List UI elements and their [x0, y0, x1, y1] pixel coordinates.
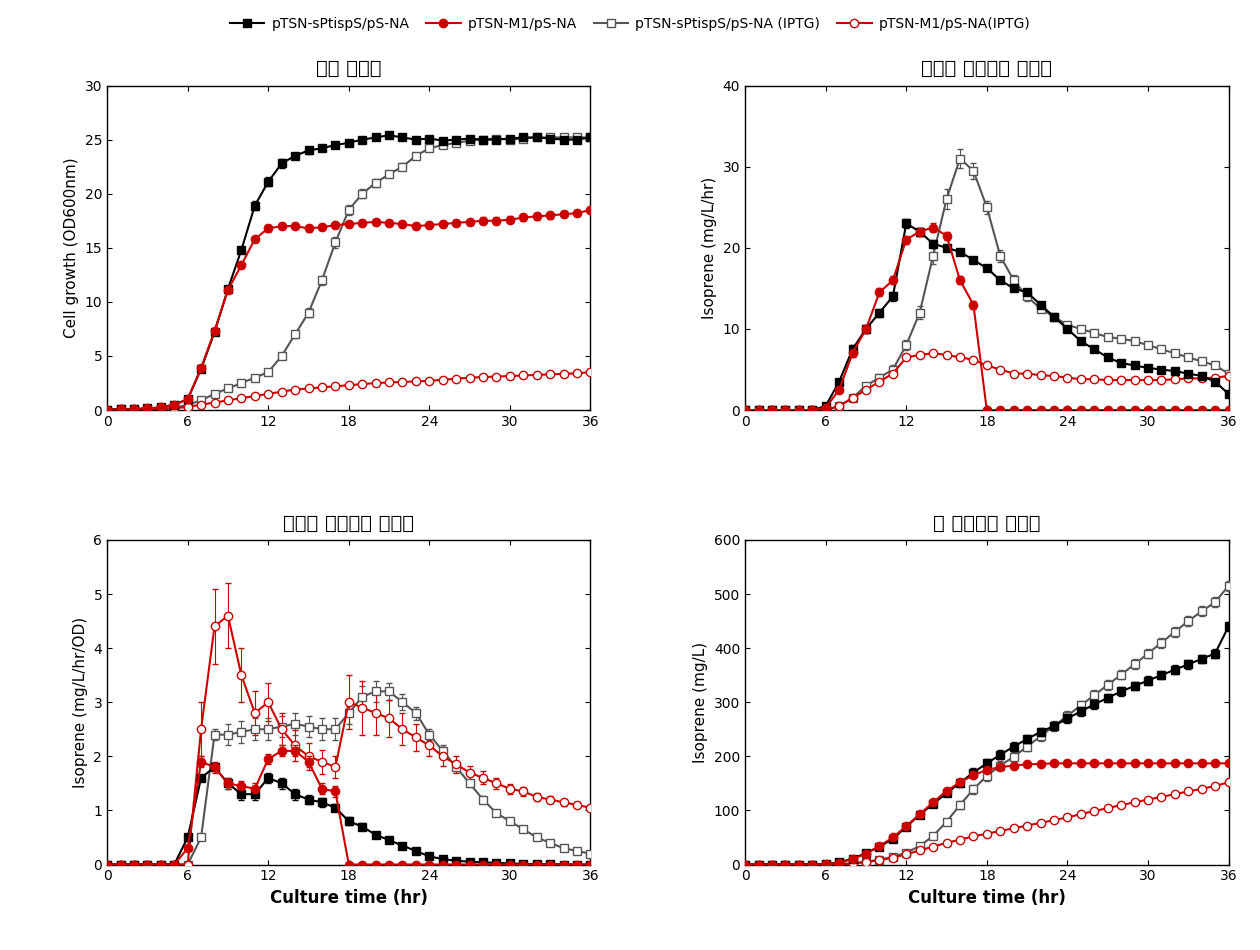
Title: 시간당 이소프렌 생산량: 시간당 이소프렌 생산량 [921, 60, 1052, 79]
Y-axis label: Isoprene (mg/L): Isoprene (mg/L) [693, 641, 708, 763]
Title: 균체 생울량: 균체 생울량 [316, 60, 382, 79]
Title: 세포당 이소프렌 생산량: 세포당 이소프렌 생산량 [284, 514, 415, 533]
Y-axis label: Isoprene (mg/L/hr): Isoprene (mg/L/hr) [702, 177, 717, 319]
X-axis label: Culture time (hr): Culture time (hr) [270, 889, 427, 907]
Y-axis label: Cell growth (OD600nm): Cell growth (OD600nm) [64, 158, 79, 338]
X-axis label: Culture time (hr): Culture time (hr) [908, 889, 1066, 907]
Y-axis label: Isoprene (mg/L/hr/OD): Isoprene (mg/L/hr/OD) [73, 617, 88, 788]
Title: 총 이소프렌 생산량: 총 이소프렌 생산량 [934, 514, 1041, 533]
Legend: pTSN-sPtispS/pS-NA, pTSN-M1/pS-NA, pTSN-sPtispS/pS-NA (IPTG), pTSN-M1/pS-NA(IPTG: pTSN-sPtispS/pS-NA, pTSN-M1/pS-NA, pTSN-… [224, 11, 1036, 37]
